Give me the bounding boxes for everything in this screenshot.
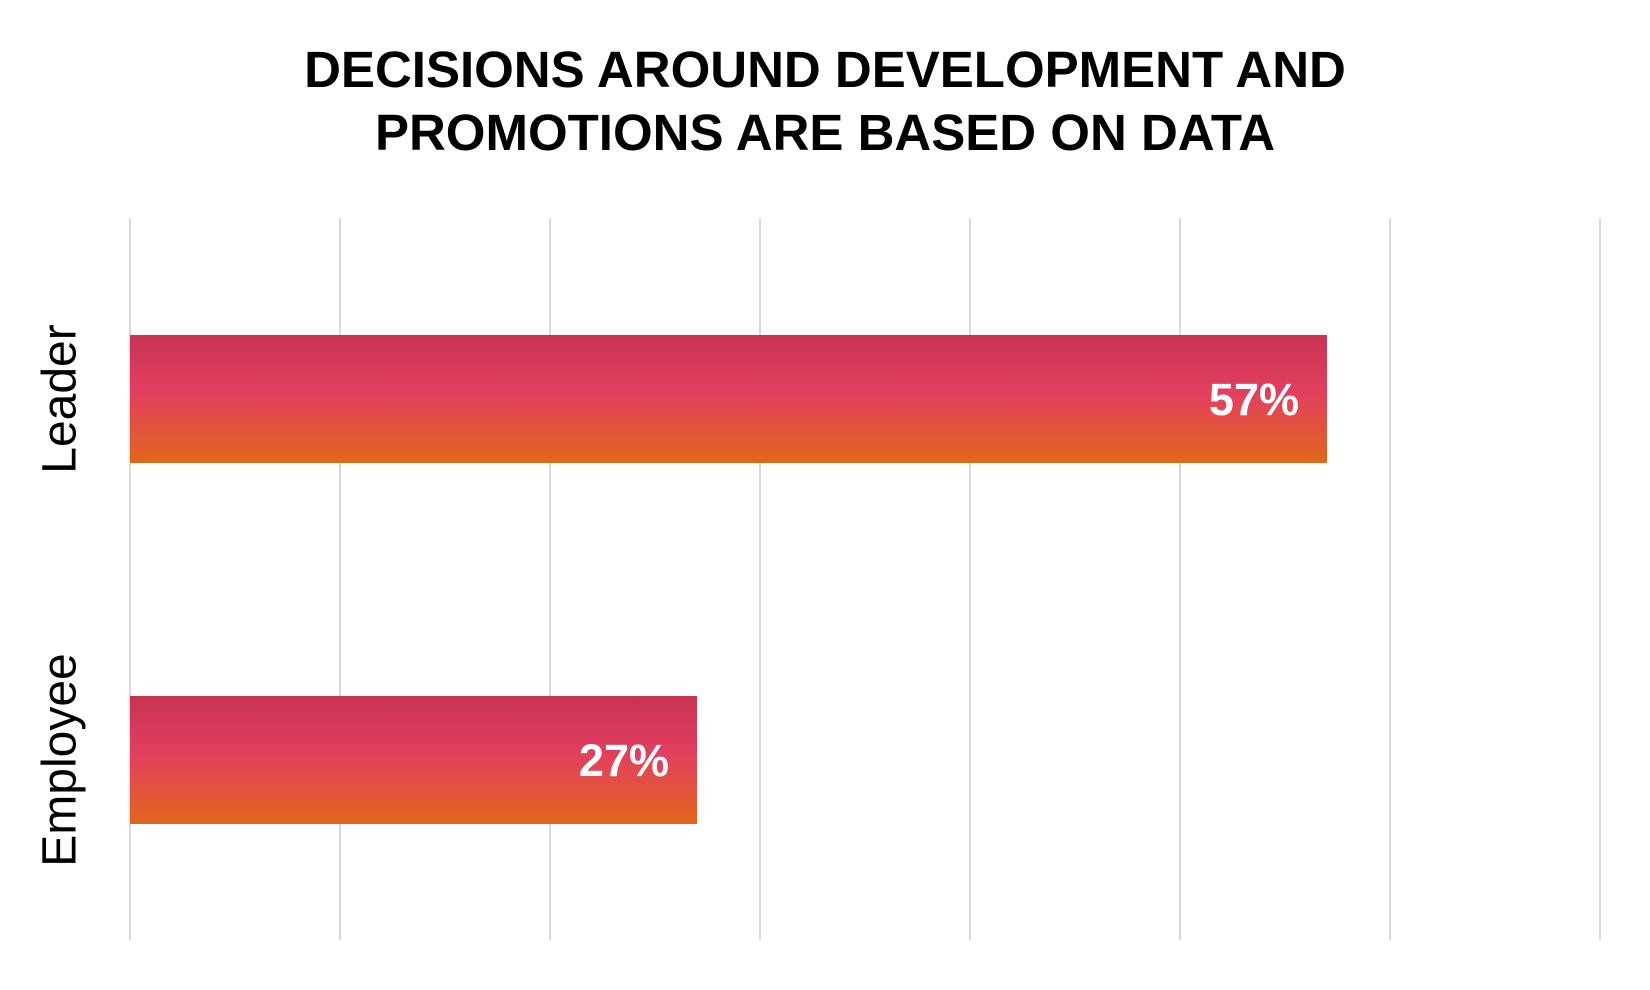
- bar-leader: [130, 335, 1327, 463]
- gridlines: [129, 218, 1601, 940]
- category-label-leader: Leader: [34, 324, 87, 473]
- chart-title: DECISIONS AROUND DEVELOPMENT AND PROMOTI…: [0, 38, 1650, 164]
- data-labels: 57% 27%: [579, 374, 1299, 786]
- category-label-employee: Employee: [34, 653, 87, 866]
- chart-title-line-2: PROMOTIONS ARE BASED ON DATA: [374, 104, 1276, 161]
- data-label-employee: 27%: [579, 735, 669, 786]
- category-labels: Leader Employee: [34, 324, 87, 866]
- data-label-leader: 57%: [1209, 374, 1299, 425]
- chart-title-line-1: DECISIONS AROUND DEVELOPMENT AND: [304, 41, 1346, 98]
- bars: [130, 335, 1327, 824]
- bar-employee: [130, 696, 697, 824]
